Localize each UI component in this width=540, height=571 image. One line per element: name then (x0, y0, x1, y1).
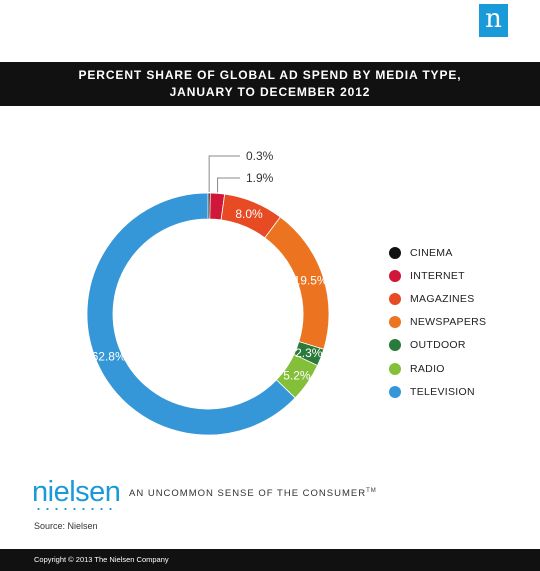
legend-label-radio: RADIO (410, 362, 445, 375)
legend-swatch-newspapers (389, 316, 401, 329)
trademark-mark: TM (366, 488, 377, 494)
legend-item-cinema: CINEMA (389, 241, 486, 264)
slice-label-radio: 5.2% (283, 368, 311, 382)
legend-swatch-magazines (389, 292, 401, 305)
slice-label-magazines: 8.0% (235, 207, 263, 221)
legend-swatch-radio (389, 362, 401, 375)
slice-television (86, 192, 296, 436)
legend-item-radio: RADIO (389, 357, 486, 380)
legend-label-internet: INTERNET (410, 269, 465, 282)
legend-swatch-outdoor (389, 339, 401, 352)
legend-swatch-television (389, 385, 401, 398)
footer-bar: Copyright © 2013 The Nielsen Company (0, 549, 540, 571)
legend-label-magazines: MAGAZINES (410, 292, 475, 305)
donut-slices (86, 192, 330, 436)
legend-swatch-cinema (389, 246, 401, 259)
legend-item-newspapers: NEWSPAPERS (389, 311, 486, 334)
slice-label-outdoor: 2.3% (295, 346, 323, 360)
legend-swatch-internet (389, 269, 401, 282)
tagline-text: AN UNCOMMON SENSE OF THE CONSUMER (129, 488, 367, 500)
legend-label-outdoor: OUTDOOR (410, 339, 466, 352)
legend-label-television: TELEVISION (410, 385, 475, 398)
slice-label-newspapers: 19.5% (294, 273, 328, 287)
legend-label-cinema: CINEMA (410, 246, 453, 259)
leader-line-internet (217, 177, 240, 193)
callout-label-cinema: 0.3% (246, 149, 274, 163)
donut-chart: 0.3% 1.9% 8.0% 19.5% 2.3% 5.2% 62.8% (86, 149, 330, 436)
legend: CINEMA INTERNET MAGAZINES NEWSPAPERS OUTDOOR… (389, 241, 486, 403)
chart-title-bar: PERCENT SHARE OF GLOBAL AD SPEND BY MEDI… (0, 62, 540, 106)
chart-title-line-1: PERCENT SHARE OF GLOBAL AD SPEND BY MEDI… (78, 68, 462, 82)
source-note: Source: Nielsen (34, 521, 98, 531)
slice-label-television: 62.8% (92, 349, 126, 363)
wordmark-dot-row (34, 508, 114, 510)
brand-tagline: AN UNCOMMON SENSE OF THE CONSUMERTM (129, 488, 377, 499)
legend-item-internet: INTERNET (389, 264, 486, 287)
copyright-text: Copyright © 2013 The Nielsen Company (34, 555, 169, 564)
legend-item-outdoor: OUTDOOR (389, 334, 486, 357)
chart-title-line-2: JANUARY TO DECEMBER 2012 (169, 85, 371, 99)
slice-value-labels: 0.3% 1.9% 8.0% 19.5% 2.3% 5.2% 62.8% (92, 149, 328, 382)
legend-label-newspapers: NEWSPAPERS (410, 316, 487, 329)
callout-label-internet: 1.9% (246, 171, 274, 185)
nielsen-logo-mark: n (479, 4, 508, 37)
nielsen-wordmark: nielsen (32, 476, 121, 508)
callout-leader-lines (208, 155, 240, 193)
legend-item-television: TELEVISION (389, 380, 486, 403)
leader-line-cinema (208, 155, 240, 193)
legend-item-magazines: MAGAZINES (389, 287, 486, 310)
